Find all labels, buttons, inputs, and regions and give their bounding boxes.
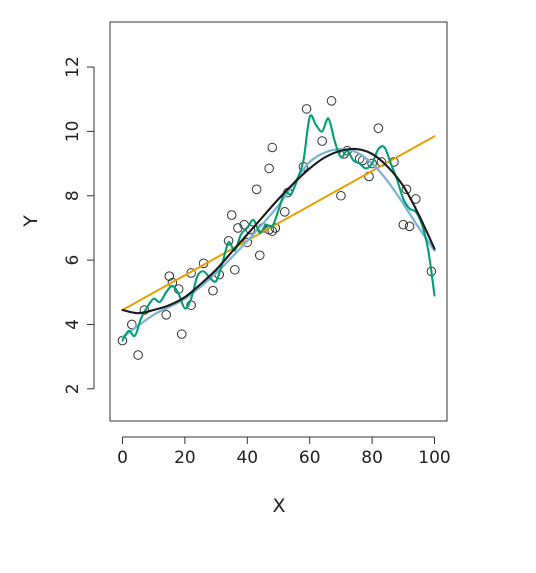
scatter-point: [326, 96, 337, 106]
scatter-point: [167, 277, 178, 288]
y-axis-title: Y: [20, 215, 42, 228]
y-tick-label: 8: [63, 190, 83, 201]
scatter-point: [398, 219, 409, 230]
y-tick-label: 6: [63, 255, 83, 266]
scatter-point: [264, 163, 274, 174]
scatter-point: [254, 250, 265, 261]
y-tick-label: 12: [63, 56, 83, 78]
scatter-point: [336, 190, 346, 201]
wiggly-fit-line: [121, 114, 436, 342]
scatter-point: [223, 236, 234, 246]
cubic-fit-line: [121, 147, 436, 315]
x-tick-label: 0: [117, 448, 128, 468]
x-tick-label: 40: [236, 448, 258, 468]
y-tick-label: 10: [63, 121, 83, 143]
scatter-point: [404, 221, 415, 232]
scatter-point: [233, 223, 243, 233]
scatter-point: [139, 305, 150, 315]
y-tick-label: 2: [63, 383, 83, 394]
scatter-point: [208, 285, 218, 296]
y-tick-label: 4: [63, 319, 83, 330]
scatter-point: [161, 310, 171, 320]
x-tick-label: 80: [361, 448, 383, 468]
scatter-point: [301, 104, 312, 114]
scatter-point: [373, 123, 384, 133]
scatter-point: [226, 210, 237, 220]
x-tick-label: 20: [174, 448, 196, 468]
x-tick-label: 60: [299, 448, 321, 468]
plot-frame: [109, 21, 448, 422]
x-tick-label: 100: [418, 448, 450, 468]
scatter-point: [367, 158, 377, 169]
scatter-point: [164, 271, 175, 282]
scatter-point: [176, 329, 187, 339]
smooth-fit-line: [121, 147, 436, 339]
scatter-point: [133, 350, 143, 360]
scatter-point: [230, 264, 240, 275]
plot-layer: [117, 96, 437, 360]
scatter-point: [267, 142, 278, 153]
scatter-point: [279, 207, 290, 217]
linear-fit-line: [121, 135, 436, 311]
x-axis-title: X: [272, 495, 285, 517]
scatter-point: [186, 268, 196, 278]
scatter-point: [317, 136, 327, 146]
scatter-point: [251, 184, 262, 195]
scatter-point: [401, 184, 412, 195]
axes-layer: 0 20 40 60 80 100 2 4 6 8 10 12: [63, 56, 451, 468]
scatter-point: [127, 319, 137, 330]
